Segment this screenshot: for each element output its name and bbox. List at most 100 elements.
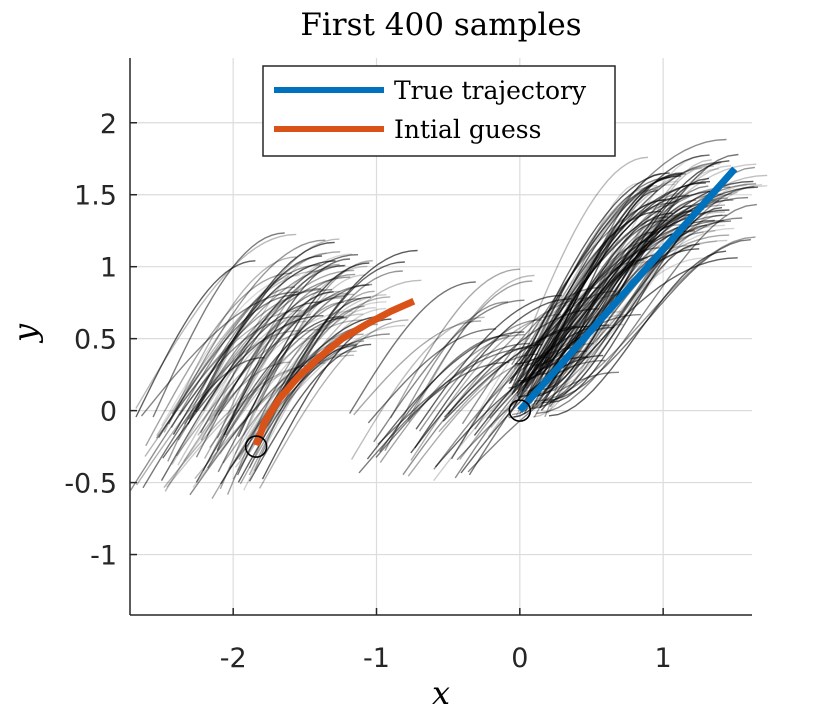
x-axis-label: x <box>432 674 450 712</box>
middle-samples-line-15 <box>350 316 485 460</box>
initial-guess-samples-line-16 <box>195 255 323 413</box>
middle-samples-line-33 <box>475 293 625 419</box>
true-trajectory-samples-line-77 <box>521 155 704 367</box>
initial-guess-samples-line-80 <box>237 344 357 483</box>
initial-guess-samples-line-65 <box>216 263 340 439</box>
initial-guess-samples-line-11 <box>183 310 353 462</box>
middle-samples-line-12 <box>407 280 533 420</box>
y-tick-label-4: 1 <box>100 253 117 284</box>
tick-labels: -2 -1 0 1 -1 -0.5 0 0.5 1 1.5 2 <box>64 109 671 674</box>
initial-guess-samples-line-20 <box>206 252 327 437</box>
true-trajectory-samples-line-99 <box>532 231 680 418</box>
true-trajectory-samples-line-28 <box>521 199 667 407</box>
initial-guess-samples-line-36 <box>163 256 297 433</box>
true-trajectory-samples-line-108 <box>512 183 676 379</box>
true-trajectory-samples-line-101 <box>513 156 649 370</box>
true-trajectory-samples-line-104 <box>514 160 730 365</box>
initial-guess-line <box>252 297 416 447</box>
initial-guess-samples-line-77 <box>194 354 354 480</box>
x-tick-label-2: 0 <box>511 643 528 674</box>
middle-samples-line-11 <box>366 331 525 460</box>
middle-samples-line-23 <box>379 333 525 463</box>
legend-label-initial-guess: Intial guess <box>394 115 541 144</box>
true-trajectory-samples-line-103 <box>547 174 768 387</box>
true-trajectory-samples-line-76 <box>519 204 673 363</box>
true-trajectory-line <box>517 166 738 413</box>
true-trajectory-samples-line-86 <box>508 172 662 389</box>
y-tick-label-0: -1 <box>90 541 117 572</box>
x-tick-label-0: -2 <box>220 643 247 674</box>
marker-start-true <box>508 399 532 422</box>
y-tick-label-5: 1.5 <box>74 181 117 212</box>
true-trajectory-samples-line-27 <box>509 172 670 392</box>
initial-guess-samples-line-71 <box>245 307 376 441</box>
true-trajectory-samples-line-8 <box>515 208 705 404</box>
initial-guess-samples-line-22 <box>160 274 300 427</box>
initial-guess-samples-line-63 <box>130 315 302 491</box>
true-trajectory-samples-line-74 <box>544 172 683 365</box>
initial-guess-samples-line-72 <box>209 319 363 448</box>
initial-guess-samples-line-46 <box>170 264 321 429</box>
true-trajectory-samples-line-107 <box>531 224 707 410</box>
true-trajectory-samples-line-49 <box>509 194 677 407</box>
true-trajectory-samples-line-88 <box>518 165 714 377</box>
chart-title: First 400 samples <box>300 7 581 43</box>
true-trajectory-samples-line-98 <box>545 197 728 380</box>
initial-guess-samples-line-15 <box>203 292 349 459</box>
true-trajectory-samples-line-84 <box>527 216 669 379</box>
initial-guess-samples-line-79 <box>135 260 256 418</box>
middle-samples-line-41 <box>407 274 535 423</box>
true-trajectory-samples-line-89 <box>525 214 727 389</box>
initial-guess-samples-line-44 <box>152 232 285 418</box>
initial-guess-samples-line-73 <box>164 361 291 492</box>
initial-guess-samples-line-39 <box>195 288 333 458</box>
true-trajectory-samples-line-32 <box>540 183 763 381</box>
true-trajectory-samples-line-11 <box>547 257 705 414</box>
middle-samples-line-7 <box>353 320 482 416</box>
y-tick-label-3: 0.5 <box>74 325 117 356</box>
y-tick-label-2: 0 <box>100 397 117 428</box>
true-trajectory-samples-line-81 <box>542 212 673 383</box>
initial-guess-samples-line-66 <box>219 301 387 455</box>
middle-samples-line-28 <box>414 298 573 449</box>
initial-guess-samples-line-37 <box>199 264 346 434</box>
initial-guess-samples-line-41 <box>171 251 341 415</box>
initial-guess-samples-line-53 <box>175 328 320 457</box>
initial-guess-samples-line-13 <box>167 286 296 462</box>
true-trajectory-samples-line-109 <box>535 214 723 396</box>
y-axis-label: y <box>6 323 44 344</box>
series-layer <box>252 166 738 447</box>
initial-guess-samples-line-75 <box>224 313 364 438</box>
true-trajectory-samples-line-33 <box>512 247 661 408</box>
initial-guess-samples-line-55 <box>234 294 387 455</box>
initial-guess-samples-line-5 <box>179 265 345 416</box>
true-trajectory-samples-line-59 <box>531 163 720 367</box>
axes <box>129 58 752 616</box>
initial-guess-samples-line-18 <box>237 262 370 438</box>
true-trajectory-samples-line-63 <box>523 219 668 415</box>
initial-guess-samples-line-2 <box>229 333 390 470</box>
middle-samples-line-13 <box>410 313 562 461</box>
initial-guess-samples-line-26 <box>217 283 373 416</box>
true-trajectory-samples-line-12 <box>521 184 658 379</box>
true-trajectory-samples-line-17 <box>513 231 654 418</box>
sample-trajectories <box>130 138 768 499</box>
true-trajectory-samples-line-85 <box>536 203 757 415</box>
true-trajectory-samples-line-52 <box>525 186 731 382</box>
initial-guess-samples-line-19 <box>195 315 344 483</box>
initial-guess-samples-line-48 <box>168 239 326 425</box>
y-tick-label-6: 2 <box>100 109 117 140</box>
initial-guess-samples-line-23 <box>172 260 336 435</box>
initial-guess-samples-line-59 <box>155 288 325 439</box>
x-tick-label-3: 1 <box>655 643 672 674</box>
true-trajectory-samples-line-60 <box>545 191 738 393</box>
middle-samples-line-44 <box>358 361 510 474</box>
middle-samples-line-38 <box>377 347 533 445</box>
initial-guess-samples-line-88 <box>258 319 409 489</box>
markers-layer <box>244 399 532 458</box>
initial-guess-samples-line-3 <box>160 301 322 481</box>
true-trajectory-samples-line-71 <box>511 210 662 395</box>
middle-samples-line-29 <box>349 281 476 414</box>
initial-guess-samples-line-49 <box>248 343 372 482</box>
